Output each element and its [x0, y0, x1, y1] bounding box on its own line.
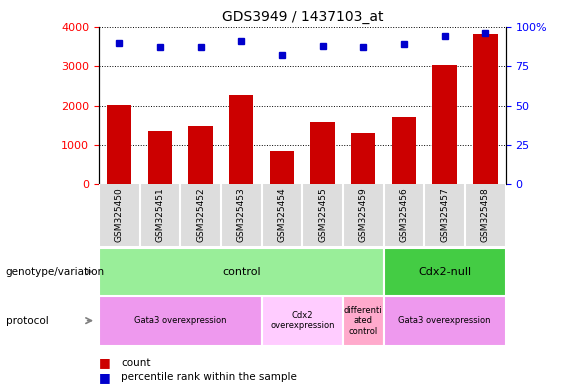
Bar	[99, 296, 262, 346]
Bar	[310, 122, 335, 184]
Text: GSM325450: GSM325450	[115, 187, 124, 242]
Bar	[473, 34, 498, 184]
Bar	[384, 296, 506, 346]
Text: Cdx2-null: Cdx2-null	[418, 266, 471, 277]
Bar	[188, 126, 213, 184]
Bar	[343, 296, 384, 346]
Text: Gata3 overexpression: Gata3 overexpression	[398, 316, 491, 325]
Text: control: control	[222, 266, 260, 277]
Text: Gata3 overexpression: Gata3 overexpression	[134, 316, 227, 325]
Text: ■: ■	[99, 356, 111, 369]
Text: genotype/variation: genotype/variation	[6, 266, 105, 277]
Text: GSM325456: GSM325456	[399, 187, 408, 242]
Bar	[270, 151, 294, 184]
Bar	[351, 133, 376, 184]
Bar	[229, 94, 254, 184]
Text: Cdx2
overexpression: Cdx2 overexpression	[270, 311, 334, 330]
Text: count: count	[121, 358, 151, 368]
Text: GSM325458: GSM325458	[481, 187, 490, 242]
Bar	[392, 117, 416, 184]
Text: GSM325453: GSM325453	[237, 187, 246, 242]
Text: differenti
ated
control: differenti ated control	[344, 306, 383, 336]
Text: percentile rank within the sample: percentile rank within the sample	[121, 372, 297, 382]
Bar	[147, 131, 172, 184]
Bar	[262, 296, 343, 346]
Text: ■: ■	[99, 371, 111, 384]
Bar	[107, 105, 132, 184]
Bar	[384, 248, 506, 296]
Text: GSM325454: GSM325454	[277, 187, 286, 242]
Title: GDS3949 / 1437103_at: GDS3949 / 1437103_at	[221, 10, 383, 25]
Bar	[432, 65, 457, 184]
Text: protocol: protocol	[6, 316, 49, 326]
Text: GSM325451: GSM325451	[155, 187, 164, 242]
Text: GSM325459: GSM325459	[359, 187, 368, 242]
Text: GSM325452: GSM325452	[196, 187, 205, 242]
Text: GSM325455: GSM325455	[318, 187, 327, 242]
Bar	[99, 248, 384, 296]
Text: GSM325457: GSM325457	[440, 187, 449, 242]
